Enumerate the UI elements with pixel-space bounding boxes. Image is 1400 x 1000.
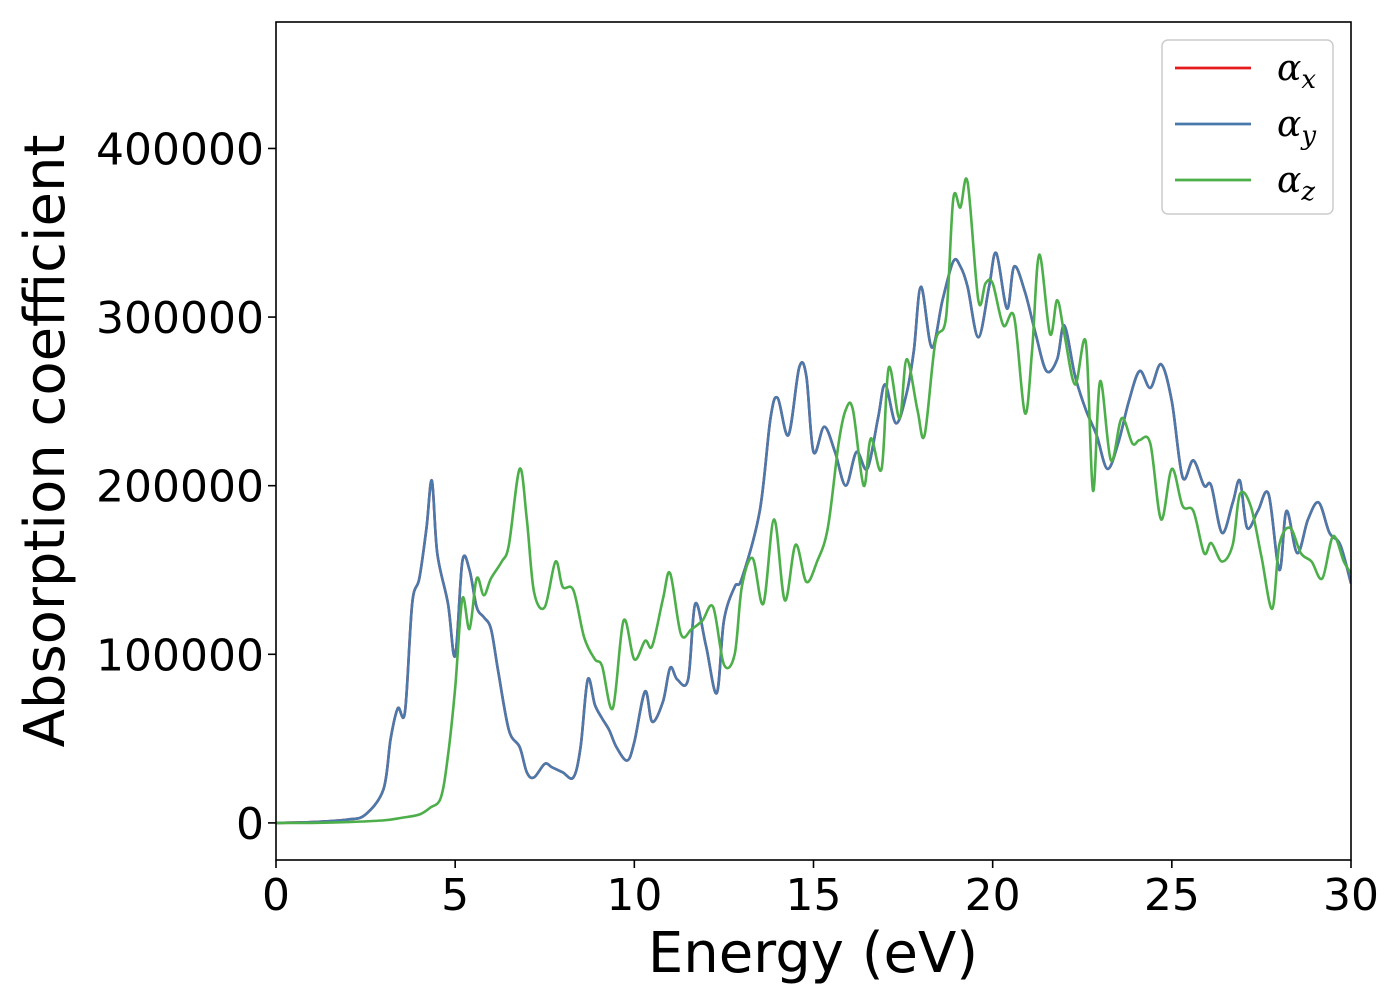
series-line-y [276, 251, 1351, 825]
legend-label-x: αx [1277, 48, 1316, 95]
y-axis-label: Absorption coefficient [13, 135, 78, 748]
series-layer [276, 177, 1351, 825]
x-axis-ticks: 0 5 10 15 20 25 30 [262, 860, 1379, 921]
x-tick-label: 25 [1144, 870, 1200, 921]
x-axis-label: Energy (eV) [648, 921, 978, 986]
y-tick-label: 100000 [96, 630, 264, 681]
legend-box [1161, 39, 1334, 215]
x-tick-label: 10 [606, 870, 662, 921]
x-tick-label: 0 [262, 870, 290, 921]
y-axis-ticks: 0 100000 200000 300000 400000 [96, 124, 276, 850]
legend: αx αy αz [1161, 39, 1334, 215]
x-tick-label: 5 [441, 870, 469, 921]
y-tick-label: 200000 [96, 462, 264, 513]
x-tick-label: 20 [965, 870, 1021, 921]
series-line-x [276, 251, 1351, 825]
legend-label-y: αy [1277, 104, 1316, 151]
y-tick-label: 300000 [96, 293, 264, 344]
legend-label-z: αz [1277, 160, 1315, 207]
y-tick-label: 0 [236, 799, 264, 850]
x-tick-label: 30 [1323, 870, 1379, 921]
y-tick-label: 400000 [96, 124, 264, 175]
series-line-z [276, 177, 1351, 825]
legend-items: αx αy αz [1175, 48, 1316, 207]
x-tick-label: 15 [786, 870, 842, 921]
